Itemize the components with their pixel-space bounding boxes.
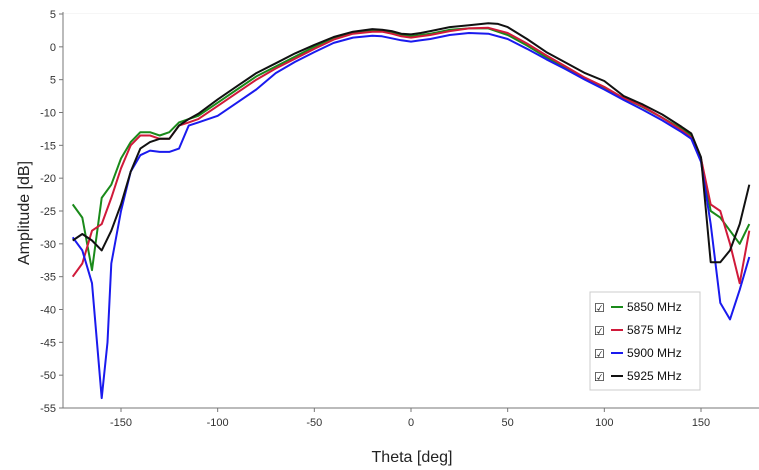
y-tick-label: -50 — [40, 370, 56, 382]
y-tick-label: -55 — [40, 403, 56, 415]
legend-box — [589, 291, 701, 391]
x-axis-title: Theta [deg] — [372, 449, 453, 466]
x-tick-label: 50 — [502, 417, 514, 429]
y-axis-title: Amplitude [dB] — [16, 161, 33, 265]
legend: ☑ 5850 MHz ☑ 5875 MHz ☑ 5900 MHz ☑ 5925 MHz — [589, 291, 701, 391]
y-tick-label: 0 — [50, 42, 56, 54]
legend-checkbox-icon[interactable]: ☑ — [594, 370, 605, 384]
x-tick-label: -150 — [110, 417, 132, 429]
legend-label: 5900 MHz — [627, 346, 682, 360]
legend-label: 5850 MHz — [627, 300, 682, 314]
legend-label: 5875 MHz — [627, 323, 682, 337]
legend-checkbox-icon[interactable]: ☑ — [594, 301, 605, 315]
y-tick-label: -30 — [40, 239, 56, 251]
legend-checkbox-icon[interactable]: ☑ — [594, 324, 605, 338]
series-line-5900-mhz — [71, 32, 751, 400]
plot-area — [71, 22, 751, 400]
x-tick-label: 0 — [408, 417, 414, 429]
y-tick-label: 5 — [50, 9, 56, 21]
x-tick-label: 100 — [595, 417, 613, 429]
legend-checkbox-icon[interactable]: ☑ — [594, 347, 605, 361]
x-tick-label: -50 — [306, 417, 322, 429]
y-tick-label: 5 — [50, 75, 56, 87]
y-tick-label: -45 — [40, 337, 56, 349]
y-tick-label: -25 — [40, 206, 56, 218]
y-tick-label: -15 — [40, 140, 56, 152]
x-tick-label: 150 — [692, 417, 710, 429]
series-line-5875-mhz — [71, 26, 751, 285]
legend-label: 5925 MHz — [627, 369, 682, 383]
x-axis-ticks: -150 -100 -50 0 50 100 150 — [110, 408, 710, 429]
x-tick-label: -100 — [207, 417, 229, 429]
y-axis-ticks: 5 0 5 -10 -15 -20 -25 -30 -35 -40 -45 -50 -55 — [40, 9, 63, 415]
y-tick-label: -35 — [40, 272, 56, 284]
y-tick-label: -20 — [40, 173, 56, 185]
y-tick-label: -40 — [40, 305, 56, 317]
series-line-5925-mhz — [72, 22, 751, 264]
y-tick-label: -10 — [40, 108, 56, 120]
